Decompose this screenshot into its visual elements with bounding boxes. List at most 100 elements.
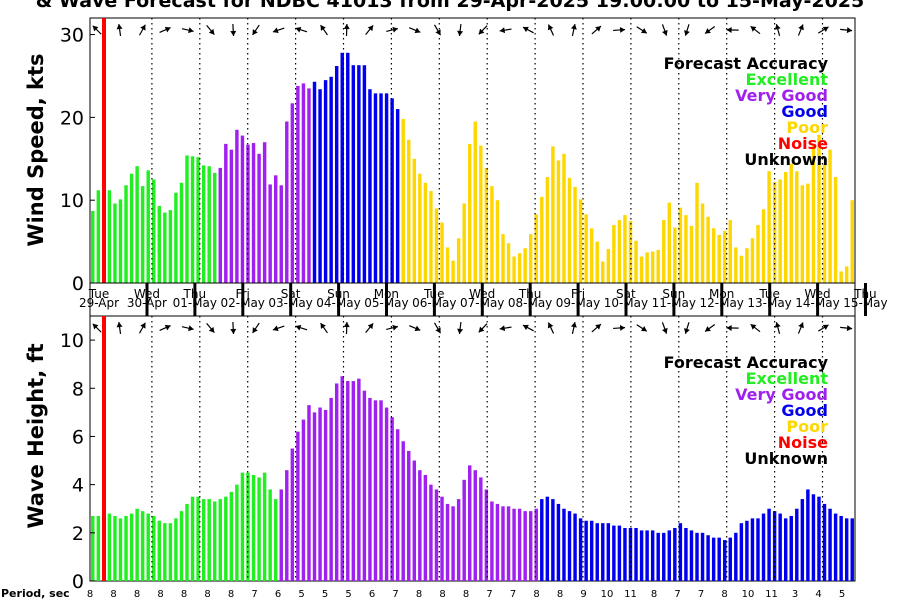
wave-bar bbox=[440, 496, 444, 581]
period-value: 10 bbox=[601, 589, 614, 600]
day-name-label: Tue bbox=[758, 287, 780, 301]
wind-bar bbox=[833, 177, 838, 283]
wave-arrow-head bbox=[272, 325, 279, 332]
day-name-label: Thu bbox=[183, 287, 207, 301]
wave-bar bbox=[728, 537, 732, 581]
wave-bar bbox=[750, 518, 755, 581]
wave-bar bbox=[833, 513, 838, 581]
date-label: 06-May bbox=[412, 296, 456, 310]
wind-arrow-head bbox=[499, 27, 506, 34]
wind-bar bbox=[340, 52, 344, 283]
wind-bar bbox=[290, 103, 295, 283]
wave-arrow-head bbox=[230, 328, 237, 334]
wind-bar bbox=[756, 225, 760, 283]
period-value: 8 bbox=[439, 589, 445, 600]
wave-bar bbox=[368, 397, 372, 581]
wave-bar bbox=[395, 429, 400, 581]
wind-bar bbox=[207, 166, 211, 283]
wave-bar bbox=[418, 470, 422, 581]
day-strip-frame bbox=[89, 282, 856, 317]
wave-y-tick-label: 10 bbox=[60, 330, 84, 352]
wind-arrow-head bbox=[705, 28, 711, 34]
wind-legend-item: Poor bbox=[786, 118, 828, 137]
wave-bar bbox=[91, 515, 95, 581]
wind-bar bbox=[196, 157, 200, 284]
wind-bar bbox=[772, 181, 777, 283]
wind-arrow-head bbox=[164, 26, 171, 33]
wave-arrow-head bbox=[774, 322, 781, 328]
wind-arrow-head bbox=[619, 26, 626, 33]
wave-bar bbox=[96, 515, 101, 581]
wave-arrow-head bbox=[523, 324, 529, 331]
wind-direction-arrow bbox=[159, 26, 171, 33]
day-label-strip: Tue29-AprWed30-AprThu01-MayFri02-MaySat0… bbox=[79, 282, 888, 317]
wave-bar bbox=[273, 499, 278, 581]
wave-direction-arrow bbox=[704, 323, 716, 333]
wind-bar bbox=[767, 171, 771, 283]
wind-y-axis-label: Wind Speed, kts bbox=[24, 53, 48, 246]
wave-bar bbox=[296, 431, 300, 581]
wave-bar bbox=[168, 523, 173, 581]
wave-direction-arrow bbox=[750, 323, 761, 333]
wave-bar bbox=[528, 511, 533, 581]
wave-bar bbox=[783, 518, 788, 581]
wave-direction-arrow bbox=[478, 323, 488, 333]
wind-bar bbox=[379, 93, 383, 283]
wind-direction-arrow bbox=[591, 25, 602, 35]
wave-direction-arrow bbox=[726, 324, 739, 331]
wind-direction-arrow bbox=[230, 23, 237, 37]
wind-bar bbox=[456, 238, 461, 283]
wave-direction-arrow bbox=[499, 325, 512, 332]
wave-arrow-head bbox=[435, 327, 441, 334]
wind-direction-arrow bbox=[499, 27, 512, 34]
wave-bar bbox=[334, 383, 339, 581]
date-label: 09-May bbox=[556, 296, 600, 310]
wave-bar bbox=[734, 532, 738, 581]
wave-arrow-head bbox=[705, 326, 711, 332]
wave-arrow-head bbox=[295, 324, 302, 331]
date-label: 07-May bbox=[460, 296, 504, 310]
wave-bar bbox=[257, 477, 261, 581]
date-label: 05-May bbox=[364, 296, 408, 310]
wind-bar bbox=[323, 80, 328, 283]
wind-bar bbox=[445, 247, 450, 283]
wave-direction-arrow bbox=[684, 322, 690, 334]
wave-bar bbox=[346, 381, 350, 581]
wind-bar bbox=[512, 256, 516, 283]
wind-arrow-head bbox=[435, 29, 441, 36]
wave-bar bbox=[811, 494, 816, 581]
wave-bar bbox=[689, 530, 694, 581]
period-value: 8 bbox=[228, 589, 234, 600]
wind-arrow-head bbox=[92, 25, 99, 32]
wave-bar bbox=[850, 518, 854, 581]
wind-bar bbox=[201, 165, 206, 283]
wind-arrow-head bbox=[684, 30, 690, 36]
wave-bar bbox=[667, 530, 672, 581]
wave-bar bbox=[323, 409, 328, 581]
wind-direction-arrow bbox=[636, 26, 648, 34]
wave-direction-arrow bbox=[343, 321, 350, 335]
wave-arrow-head bbox=[188, 325, 194, 332]
wind-bar bbox=[412, 158, 417, 283]
wind-bar bbox=[567, 177, 572, 283]
period-value: 5 bbox=[345, 589, 351, 600]
day-name-label: Fri bbox=[236, 287, 250, 301]
wind-bar bbox=[545, 177, 550, 283]
wind-bar bbox=[617, 220, 622, 283]
wave-bar bbox=[445, 503, 450, 581]
wind-bar bbox=[506, 243, 511, 283]
wind-bar bbox=[717, 234, 721, 283]
wave-arrow-head bbox=[367, 323, 374, 330]
wave-bar bbox=[767, 508, 771, 581]
wave-arrow-head bbox=[140, 322, 146, 329]
wave-arrow-head bbox=[684, 328, 690, 334]
wind-direction-arrow bbox=[181, 27, 194, 34]
period-value: 8 bbox=[204, 589, 210, 600]
wave-bar bbox=[213, 501, 217, 581]
wave-bar bbox=[662, 532, 666, 581]
date-label: 12-May bbox=[699, 296, 743, 310]
date-label: 15-May bbox=[843, 296, 887, 310]
wind-arrow-head bbox=[140, 24, 146, 31]
wave-bar bbox=[817, 496, 821, 581]
wind-bar bbox=[495, 200, 500, 283]
